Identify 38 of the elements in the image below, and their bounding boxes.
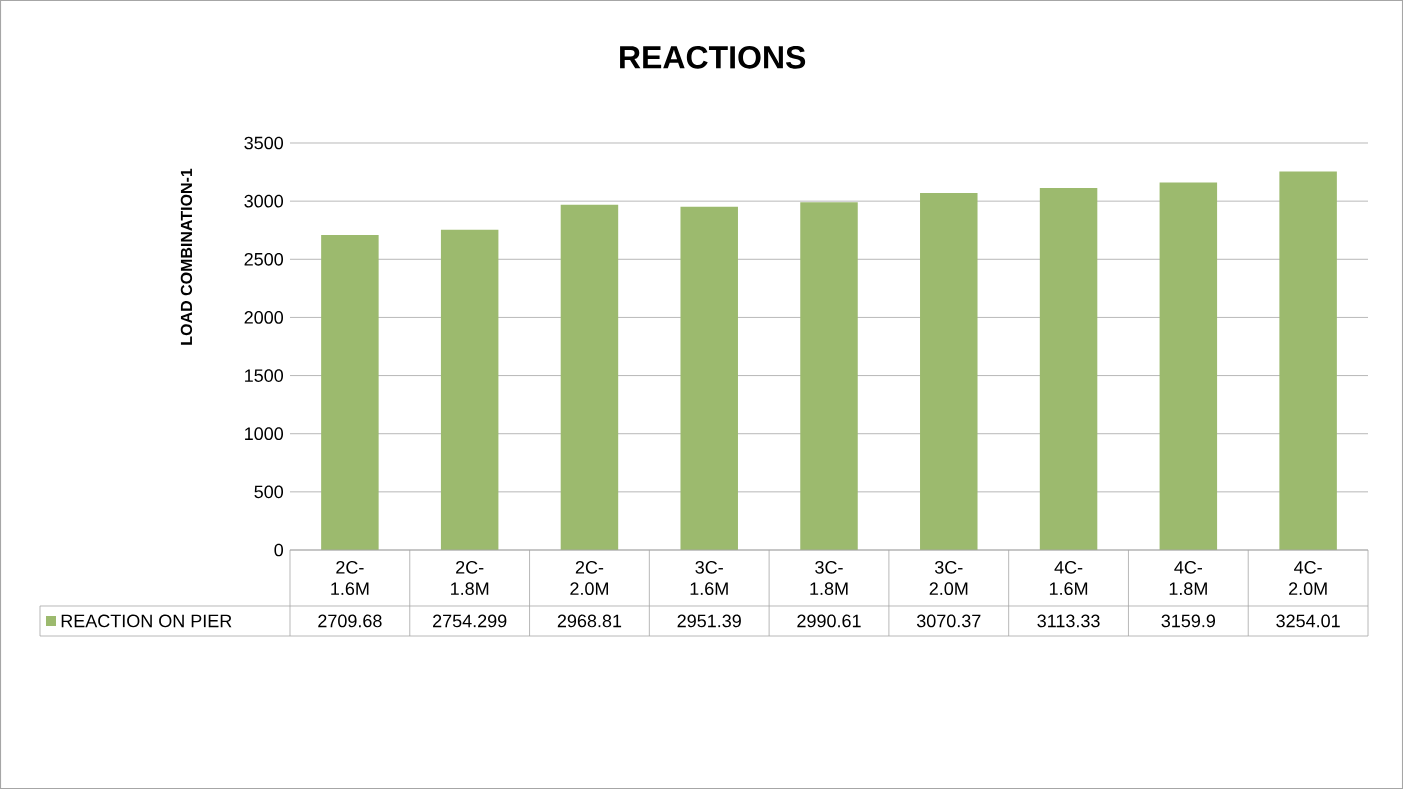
bar — [680, 206, 738, 550]
y-tick-label: 0 — [274, 543, 284, 557]
y-tick-label: 3500 — [244, 136, 284, 150]
data-label: 2968.81 — [557, 614, 622, 628]
y-tick-label: 1000 — [245, 427, 284, 441]
y-tick-label: 2000 — [244, 311, 284, 324]
data-label: 2990.61 — [797, 614, 861, 628]
x-tick-label: 4C-2.0M — [1289, 560, 1327, 596]
bar — [920, 192, 978, 550]
y-tick-label: 500 — [254, 485, 284, 499]
chart-title: REACTIONS — [620, 46, 806, 69]
x-tick-label: 3C-2.0M — [929, 560, 968, 596]
legend-label: REACTION ON PIER — [61, 614, 232, 628]
data-label: 3070.37 — [916, 614, 981, 628]
x-tick-label: 2C-2.0M — [570, 560, 608, 596]
x-tick-label: 3C-1.6M — [690, 560, 728, 596]
y-tick-label: 1500 — [245, 369, 284, 382]
y-tick-label: 3000 — [244, 194, 284, 208]
bar — [560, 204, 619, 550]
y-axis-title: LOAD COMBINATION-1 — [180, 168, 193, 345]
x-tick-label: 4C-1.8M — [1169, 560, 1207, 596]
x-tick-label: 2C-1.6M — [331, 560, 369, 596]
data-label: 3113.33 — [1037, 614, 1100, 628]
x-tick-label: 2C-1.8M — [451, 560, 489, 596]
data-label: 2709.68 — [318, 614, 382, 628]
x-tick-label: 3C-1.8M — [810, 560, 848, 596]
bar — [800, 202, 858, 550]
data-label: 3254.01 — [1276, 614, 1340, 628]
data-label: 2754.299 — [433, 614, 507, 628]
bar — [321, 234, 379, 550]
data-label: 2951.39 — [677, 614, 741, 628]
x-tick-label: 4C-1.6M — [1049, 560, 1088, 596]
data-label: 3159.9 — [1161, 614, 1216, 628]
y-tick-label: 2500 — [244, 252, 284, 266]
bar — [440, 229, 499, 550]
bar — [1039, 187, 1098, 550]
bar — [1279, 171, 1337, 550]
bar — [1159, 182, 1218, 550]
